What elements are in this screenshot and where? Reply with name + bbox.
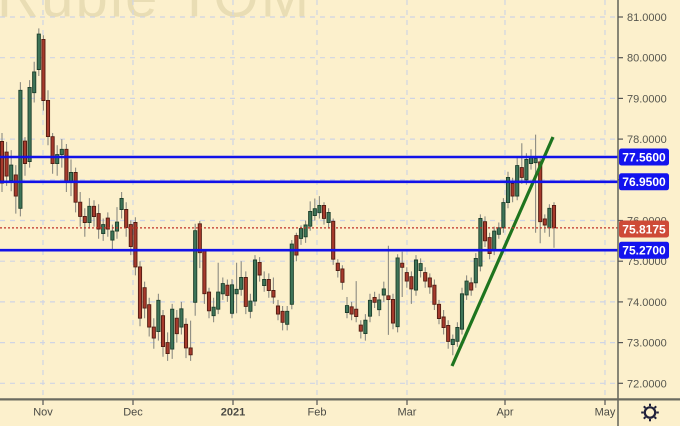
svg-text:2021: 2021: [221, 407, 245, 419]
svg-text:74.0000: 74.0000: [627, 297, 667, 309]
svg-text:73.0000: 73.0000: [627, 338, 667, 350]
svg-text:76.9500: 76.9500: [622, 175, 666, 189]
svg-text:78.0000: 78.0000: [627, 134, 667, 146]
svg-text:79.0000: 79.0000: [627, 93, 667, 105]
svg-text:72.0000: 72.0000: [627, 378, 667, 390]
svg-text:75.2700: 75.2700: [622, 244, 666, 258]
svg-text:Mar: Mar: [398, 407, 417, 419]
svg-text:Apr: Apr: [496, 407, 513, 419]
svg-text:Ruble TOM: Ruble TOM: [0, 0, 311, 30]
svg-text:Dec: Dec: [123, 407, 143, 419]
svg-text:75.8175: 75.8175: [622, 222, 666, 236]
svg-text:81.0000: 81.0000: [627, 12, 667, 24]
svg-text:Feb: Feb: [308, 407, 327, 419]
svg-text:77.5600: 77.5600: [622, 150, 666, 164]
svg-text:May: May: [595, 407, 616, 419]
svg-text:80.0000: 80.0000: [627, 53, 667, 65]
svg-text:Nov: Nov: [33, 407, 53, 419]
svg-text:75.0000: 75.0000: [627, 256, 667, 268]
